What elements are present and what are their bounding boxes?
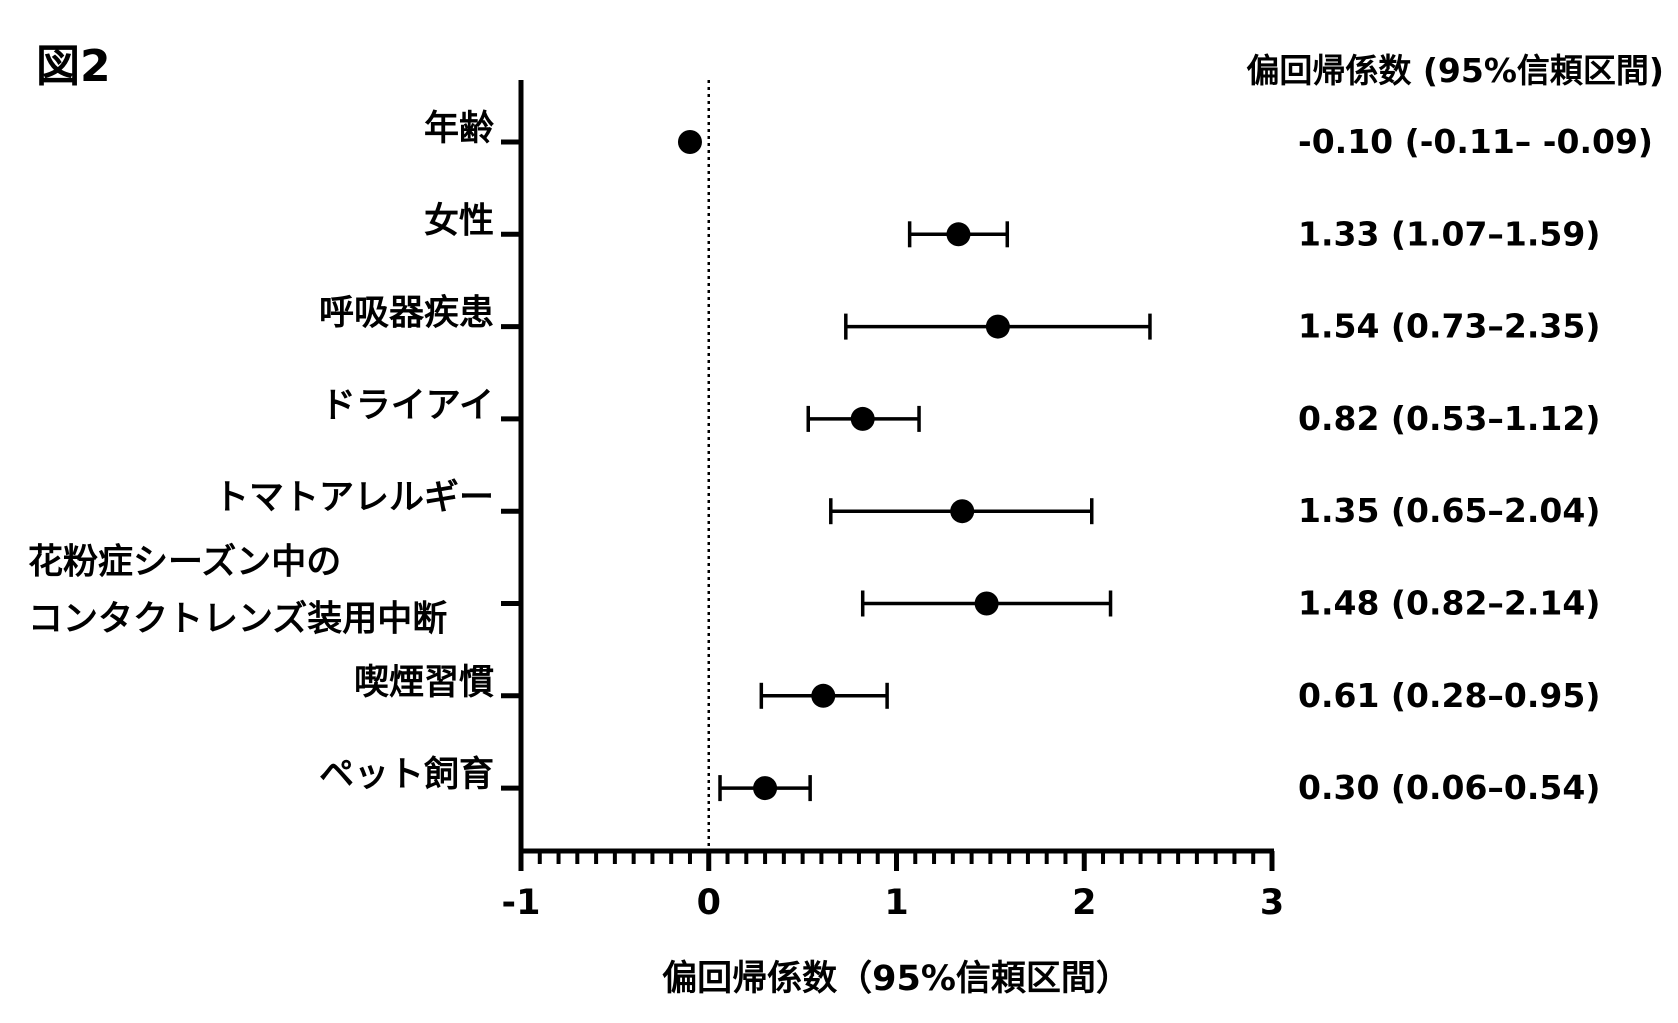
point-estimate	[811, 683, 836, 708]
row-label: 女性	[424, 200, 494, 241]
row-label: 年齢	[424, 109, 494, 149]
estimate-ci-text: 0.30 (0.06–0.54)	[1298, 768, 1600, 807]
point-estimate	[753, 776, 778, 801]
figure-label: 図2	[36, 41, 111, 92]
estimate-ci-text: 0.61 (0.28–0.95)	[1298, 676, 1600, 715]
point-estimate	[677, 130, 702, 154]
estimate-ci-text: 0.82 (0.53–1.12)	[1298, 399, 1600, 438]
x-tick-label: -1	[502, 883, 541, 923]
x-tick-label: 2	[1072, 883, 1096, 923]
estimate-ci-text: 1.54 (0.73–2.35)	[1298, 307, 1600, 346]
row-label: 呼吸器疾患	[319, 294, 494, 334]
x-tick-label: 3	[1260, 883, 1284, 923]
row-label: ドライアイ	[321, 386, 494, 426]
point-estimate	[946, 222, 971, 247]
coef-column-header: 偏回帰係数 (95%信頼区間)	[1246, 51, 1664, 90]
point-estimate	[985, 314, 1010, 339]
estimate-ci-text: -0.10 (-0.11– -0.09)	[1298, 122, 1653, 161]
estimate-ci-text: 1.35 (0.65–2.04)	[1298, 491, 1600, 530]
x-tick-label: 0	[697, 883, 721, 923]
estimate-ci-text: 1.33 (1.07–1.59)	[1298, 214, 1600, 253]
estimate-ci-text: 1.48 (0.82–2.14)	[1298, 584, 1600, 623]
x-tick-label: 1	[884, 883, 908, 923]
row-label: 喫煙習慣	[354, 663, 494, 703]
row-label-line2: コンタクトレンズ装用中断	[28, 599, 447, 640]
row-label-line1: 花粉症シーズン中の	[28, 542, 341, 583]
row-label: ペット飼育	[319, 755, 494, 795]
x-axis-title: 偏回帰係数（95%信頼区間）	[662, 959, 1131, 999]
point-estimate	[974, 591, 999, 616]
row-label: トマトアレルギー	[214, 478, 494, 518]
point-estimate	[850, 406, 875, 431]
point-estimate	[950, 499, 975, 524]
